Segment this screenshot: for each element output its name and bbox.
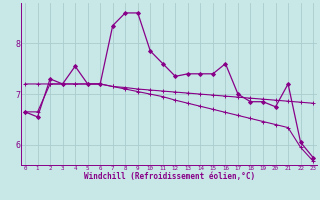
X-axis label: Windchill (Refroidissement éolien,°C): Windchill (Refroidissement éolien,°C) xyxy=(84,172,255,181)
